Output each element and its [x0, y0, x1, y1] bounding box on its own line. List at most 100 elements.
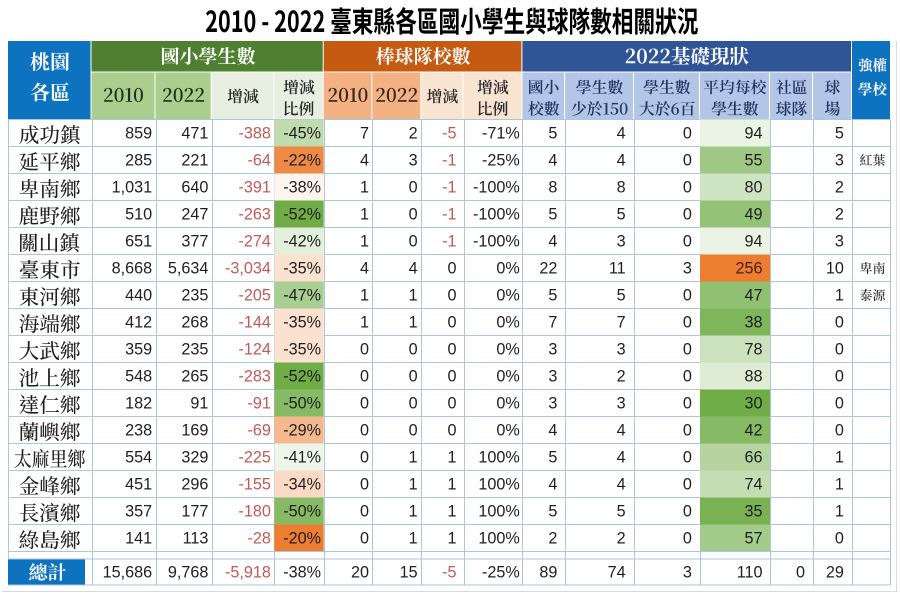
- svg-text:3: 3: [548, 395, 557, 413]
- svg-text:-283: -283: [238, 368, 270, 386]
- svg-text:-22%: -22%: [283, 152, 321, 170]
- svg-text:182: 182: [125, 395, 152, 413]
- svg-text:0: 0: [409, 341, 418, 359]
- svg-text:88: 88: [744, 368, 762, 386]
- svg-text:-29%: -29%: [283, 422, 321, 440]
- svg-text:0%: 0%: [496, 422, 519, 440]
- svg-text:5: 5: [617, 287, 626, 305]
- svg-text:-388: -388: [238, 125, 270, 143]
- svg-text:-1: -1: [442, 179, 456, 197]
- svg-text:0: 0: [409, 368, 418, 386]
- svg-text:9,768: 9,768: [168, 564, 209, 582]
- svg-text:-225: -225: [238, 449, 270, 467]
- svg-text:3: 3: [835, 152, 844, 170]
- svg-text:0: 0: [360, 476, 369, 494]
- svg-text:15: 15: [400, 564, 418, 582]
- svg-text:1: 1: [409, 449, 418, 467]
- svg-text:0: 0: [683, 152, 692, 170]
- svg-text:5,634: 5,634: [168, 260, 209, 278]
- svg-text:35: 35: [744, 503, 762, 521]
- svg-text:100%: 100%: [478, 503, 519, 521]
- svg-text:100%: 100%: [478, 476, 519, 494]
- svg-text:3: 3: [835, 233, 844, 251]
- svg-text:5: 5: [548, 125, 557, 143]
- svg-text:91: 91: [190, 395, 208, 413]
- svg-text:440: 440: [125, 287, 152, 305]
- svg-text:0: 0: [447, 314, 456, 332]
- svg-text:4: 4: [548, 422, 557, 440]
- svg-text:1: 1: [447, 449, 456, 467]
- svg-text:-50%: -50%: [283, 503, 321, 521]
- svg-text:247: 247: [181, 206, 208, 224]
- svg-text:1: 1: [360, 314, 369, 332]
- svg-text:5: 5: [548, 503, 557, 521]
- svg-text:22: 22: [539, 260, 557, 278]
- svg-text:640: 640: [181, 179, 208, 197]
- svg-text:0: 0: [360, 368, 369, 386]
- svg-text:1: 1: [360, 233, 369, 251]
- svg-text:0: 0: [360, 341, 369, 359]
- svg-text:-100%: -100%: [473, 206, 520, 224]
- svg-text:5: 5: [835, 125, 844, 143]
- svg-text:-180: -180: [238, 503, 270, 521]
- svg-text:0: 0: [683, 476, 692, 494]
- svg-text:-41%: -41%: [283, 449, 321, 467]
- svg-text:1: 1: [835, 287, 844, 305]
- svg-text:7: 7: [548, 314, 557, 332]
- svg-text:0: 0: [447, 287, 456, 305]
- svg-text:0: 0: [447, 260, 456, 278]
- svg-text:0%: 0%: [496, 395, 519, 413]
- svg-text:3: 3: [548, 341, 557, 359]
- svg-text:0%: 0%: [496, 368, 519, 386]
- svg-text:1: 1: [409, 530, 418, 548]
- svg-text:11: 11: [609, 260, 626, 278]
- svg-text:1: 1: [360, 206, 369, 224]
- svg-text:74: 74: [608, 564, 626, 582]
- svg-text:859: 859: [125, 125, 152, 143]
- svg-text:4: 4: [409, 260, 418, 278]
- svg-text:177: 177: [181, 503, 208, 521]
- svg-text:-5: -5: [442, 125, 456, 143]
- svg-text:3: 3: [617, 341, 626, 359]
- svg-text:548: 548: [125, 368, 152, 386]
- svg-text:-1: -1: [442, 233, 456, 251]
- svg-text:113: 113: [183, 530, 209, 548]
- svg-text:5: 5: [548, 287, 557, 305]
- svg-text:49: 49: [744, 206, 762, 224]
- svg-text:0: 0: [447, 368, 456, 386]
- svg-text:94: 94: [744, 233, 762, 251]
- svg-text:0: 0: [683, 287, 692, 305]
- svg-text:0%: 0%: [496, 314, 519, 332]
- svg-text:0: 0: [835, 368, 844, 386]
- svg-text:-155: -155: [238, 476, 270, 494]
- svg-text:-64: -64: [247, 152, 270, 170]
- svg-text:4: 4: [617, 422, 626, 440]
- svg-text:-100%: -100%: [473, 179, 520, 197]
- svg-text:0: 0: [683, 368, 692, 386]
- svg-text:8: 8: [617, 179, 626, 197]
- svg-text:94: 94: [744, 125, 762, 143]
- svg-text:651: 651: [125, 233, 152, 251]
- svg-text:0: 0: [683, 395, 692, 413]
- svg-text:0: 0: [683, 530, 692, 548]
- svg-text:4: 4: [360, 260, 369, 278]
- svg-text:2: 2: [835, 206, 844, 224]
- svg-text:4: 4: [617, 449, 626, 467]
- svg-text:55: 55: [744, 152, 762, 170]
- svg-text:66: 66: [744, 449, 762, 467]
- svg-text:0: 0: [360, 422, 369, 440]
- svg-text:42: 42: [744, 422, 762, 440]
- svg-text:141: 141: [125, 530, 152, 548]
- svg-text:78: 78: [744, 341, 762, 359]
- svg-text:2: 2: [617, 368, 626, 386]
- svg-text:-42%: -42%: [283, 233, 321, 251]
- svg-text:268: 268: [181, 314, 208, 332]
- svg-text:0: 0: [796, 564, 805, 582]
- svg-text:57: 57: [744, 530, 762, 548]
- svg-text:-52%: -52%: [283, 368, 321, 386]
- svg-text:0: 0: [409, 179, 418, 197]
- svg-text:357: 357: [125, 503, 152, 521]
- svg-text:0: 0: [835, 395, 844, 413]
- svg-text:-274: -274: [238, 233, 270, 251]
- svg-text:-25%: -25%: [482, 152, 520, 170]
